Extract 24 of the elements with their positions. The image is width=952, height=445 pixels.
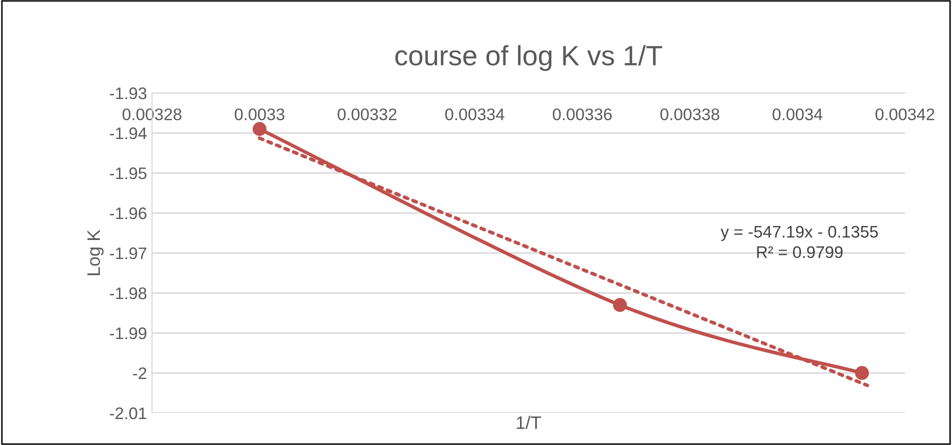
y-tick-label: -1.98 — [110, 287, 146, 300]
x-tick-label: 0.0033 — [234, 108, 284, 120]
x-tick-label: 0.00342 — [876, 108, 934, 120]
y-tick-label: -1.94 — [110, 127, 147, 140]
x-tick-label: 0.00328 — [122, 108, 182, 120]
y-axis-title: Log K — [87, 230, 104, 276]
x-tick-label: 0.0034 — [772, 108, 822, 120]
x-tick-label: 0.00332 — [338, 108, 396, 120]
y-tick-label: -2 — [133, 367, 146, 380]
point — [252, 122, 267, 136]
y-tick-label: -1.96 — [110, 207, 146, 220]
y-tick-label: -2.01 — [110, 407, 146, 420]
y-tick-label: -1.95 — [110, 167, 146, 180]
y-tick-label: -1.97 — [110, 247, 146, 260]
y-tick-label: -1.93 — [110, 87, 146, 100]
x-tick-label: 0.00338 — [660, 108, 720, 120]
point — [612, 298, 627, 312]
annotation: y = -547.19x - 0.1355 R² = 0.9799 — [720, 226, 878, 258]
y-tick-label: -1.99 — [110, 327, 146, 340]
chart-title: course of log K vs 1/T — [395, 45, 662, 71]
x-tick-label: 0.00334 — [445, 108, 504, 120]
x-axis-title: 1/T — [516, 416, 542, 430]
point — [855, 366, 869, 380]
x-tick-label: 0.00336 — [552, 108, 612, 120]
